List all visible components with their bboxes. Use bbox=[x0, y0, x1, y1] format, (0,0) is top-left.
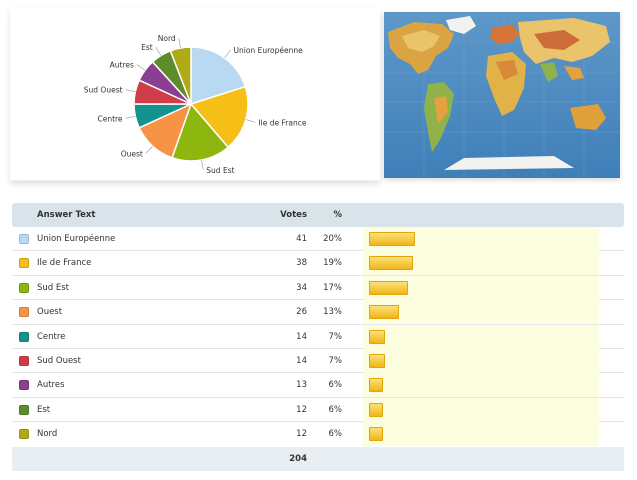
answer-label: Est bbox=[37, 404, 51, 415]
world-map bbox=[384, 12, 620, 178]
votes-value: 34 bbox=[296, 282, 307, 293]
answer-label: Ouest bbox=[37, 307, 63, 318]
bar-track bbox=[363, 251, 599, 276]
table-row: Est 12 6% bbox=[12, 397, 624, 423]
percent-value: 7% bbox=[328, 331, 343, 342]
table-row: Autres 13 6% bbox=[12, 373, 624, 398]
bar-fill bbox=[369, 280, 409, 295]
color-swatch bbox=[19, 234, 29, 244]
percent-value: 6% bbox=[328, 429, 343, 440]
bar-track bbox=[363, 275, 599, 300]
color-swatch bbox=[19, 355, 29, 366]
pie-leader-line bbox=[224, 49, 231, 59]
pie-leader-line bbox=[155, 46, 162, 56]
pie-label: Centre bbox=[97, 114, 122, 123]
answer-label: Sud Est bbox=[37, 282, 70, 293]
bar-fill bbox=[369, 378, 383, 393]
table-row: Sud Ouest 14 7% bbox=[12, 348, 624, 374]
bar-track bbox=[363, 348, 599, 373]
results-table: Answer Text Votes % Union Européenne 41 20… bbox=[12, 203, 624, 471]
bar-fill bbox=[369, 256, 413, 271]
bar-fill bbox=[369, 402, 383, 417]
answer-label: Autres bbox=[37, 380, 65, 391]
color-swatch bbox=[19, 380, 29, 391]
bar-track bbox=[363, 422, 599, 447]
pie-label: Sud Ouest bbox=[84, 86, 123, 95]
votes-value: 26 bbox=[296, 307, 307, 318]
bar-fill bbox=[369, 232, 415, 246]
pie-rim bbox=[133, 46, 249, 162]
votes-value: 14 bbox=[296, 355, 307, 366]
table-footer: 204 bbox=[12, 446, 624, 471]
world-map-image bbox=[384, 12, 620, 178]
percent-value: 7% bbox=[328, 355, 343, 366]
header-percent: % bbox=[333, 210, 342, 220]
votes-value: 12 bbox=[296, 404, 307, 415]
pie-leader-line bbox=[136, 64, 146, 71]
color-swatch bbox=[19, 282, 29, 293]
bar-fill bbox=[369, 329, 386, 344]
percent-value: 13% bbox=[323, 307, 342, 318]
table-row: Ile de France 38 19% bbox=[12, 251, 624, 276]
votes-value: 13 bbox=[296, 380, 307, 391]
pie-label: Nord bbox=[158, 34, 176, 43]
pie-leader-line bbox=[245, 119, 256, 123]
color-swatch bbox=[19, 258, 29, 269]
table-row: Union Européenne 41 20% bbox=[12, 227, 624, 252]
bar-fill bbox=[369, 427, 383, 442]
bar-track bbox=[363, 324, 599, 349]
answer-label: Ile de France bbox=[37, 258, 92, 269]
votes-value: 12 bbox=[296, 429, 307, 440]
pie-leader-line bbox=[201, 159, 204, 170]
bar-track bbox=[363, 373, 599, 398]
pie-leader-line bbox=[145, 145, 153, 154]
table-row: Ouest 26 13% bbox=[12, 300, 624, 325]
pie-label: Autres bbox=[110, 60, 134, 69]
answer-label: Centre bbox=[37, 331, 66, 342]
pie-leader-line bbox=[178, 38, 181, 49]
color-swatch bbox=[19, 404, 29, 415]
table-row: Sud Est 34 17% bbox=[12, 275, 624, 301]
color-swatch bbox=[19, 429, 29, 440]
bar-fill bbox=[369, 353, 386, 368]
answer-label: Union Européenne bbox=[37, 234, 116, 244]
table-row: Centre 14 7% bbox=[12, 324, 624, 349]
pie-label: Ouest bbox=[121, 150, 143, 159]
header-answer-text: Answer Text bbox=[37, 210, 96, 220]
color-swatch bbox=[19, 331, 29, 342]
pie-label: Sud Est bbox=[206, 166, 234, 175]
header-votes: Votes bbox=[280, 210, 307, 220]
bar-fill bbox=[369, 305, 399, 320]
table-row: Nord 12 6% bbox=[12, 422, 624, 447]
votes-value: 14 bbox=[296, 331, 307, 342]
pie-label: Union Européenne bbox=[234, 46, 304, 55]
pie-chart: Union Européenne Ile de France Sud Est Oues… bbox=[84, 34, 307, 175]
percent-value: 20% bbox=[323, 234, 342, 244]
table-body: Union Européenne 41 20% Ile de France 38 19% S… bbox=[12, 227, 624, 447]
percent-value: 19% bbox=[323, 258, 342, 269]
bar-track bbox=[363, 300, 599, 325]
pie-label: Est bbox=[141, 43, 153, 52]
bar-track bbox=[363, 397, 599, 422]
pie-chart-panel: Union Européenne Ile de France Sud Est Oues… bbox=[10, 8, 380, 181]
votes-value: 38 bbox=[296, 258, 307, 269]
pie-label: Ile de France bbox=[258, 118, 306, 127]
pie-leader-line bbox=[125, 89, 136, 93]
pie-leader-line bbox=[125, 115, 136, 119]
votes-value: 41 bbox=[296, 234, 307, 244]
color-swatch bbox=[19, 307, 29, 318]
percent-value: 17% bbox=[323, 282, 342, 293]
total-votes: 204 bbox=[289, 453, 307, 464]
answer-label: Sud Ouest bbox=[37, 355, 81, 366]
percent-value: 6% bbox=[328, 380, 343, 391]
answer-label: Nord bbox=[37, 429, 58, 440]
table-header: Answer Text Votes % bbox=[12, 203, 624, 227]
percent-value: 6% bbox=[328, 404, 343, 415]
bar-track bbox=[363, 227, 599, 251]
